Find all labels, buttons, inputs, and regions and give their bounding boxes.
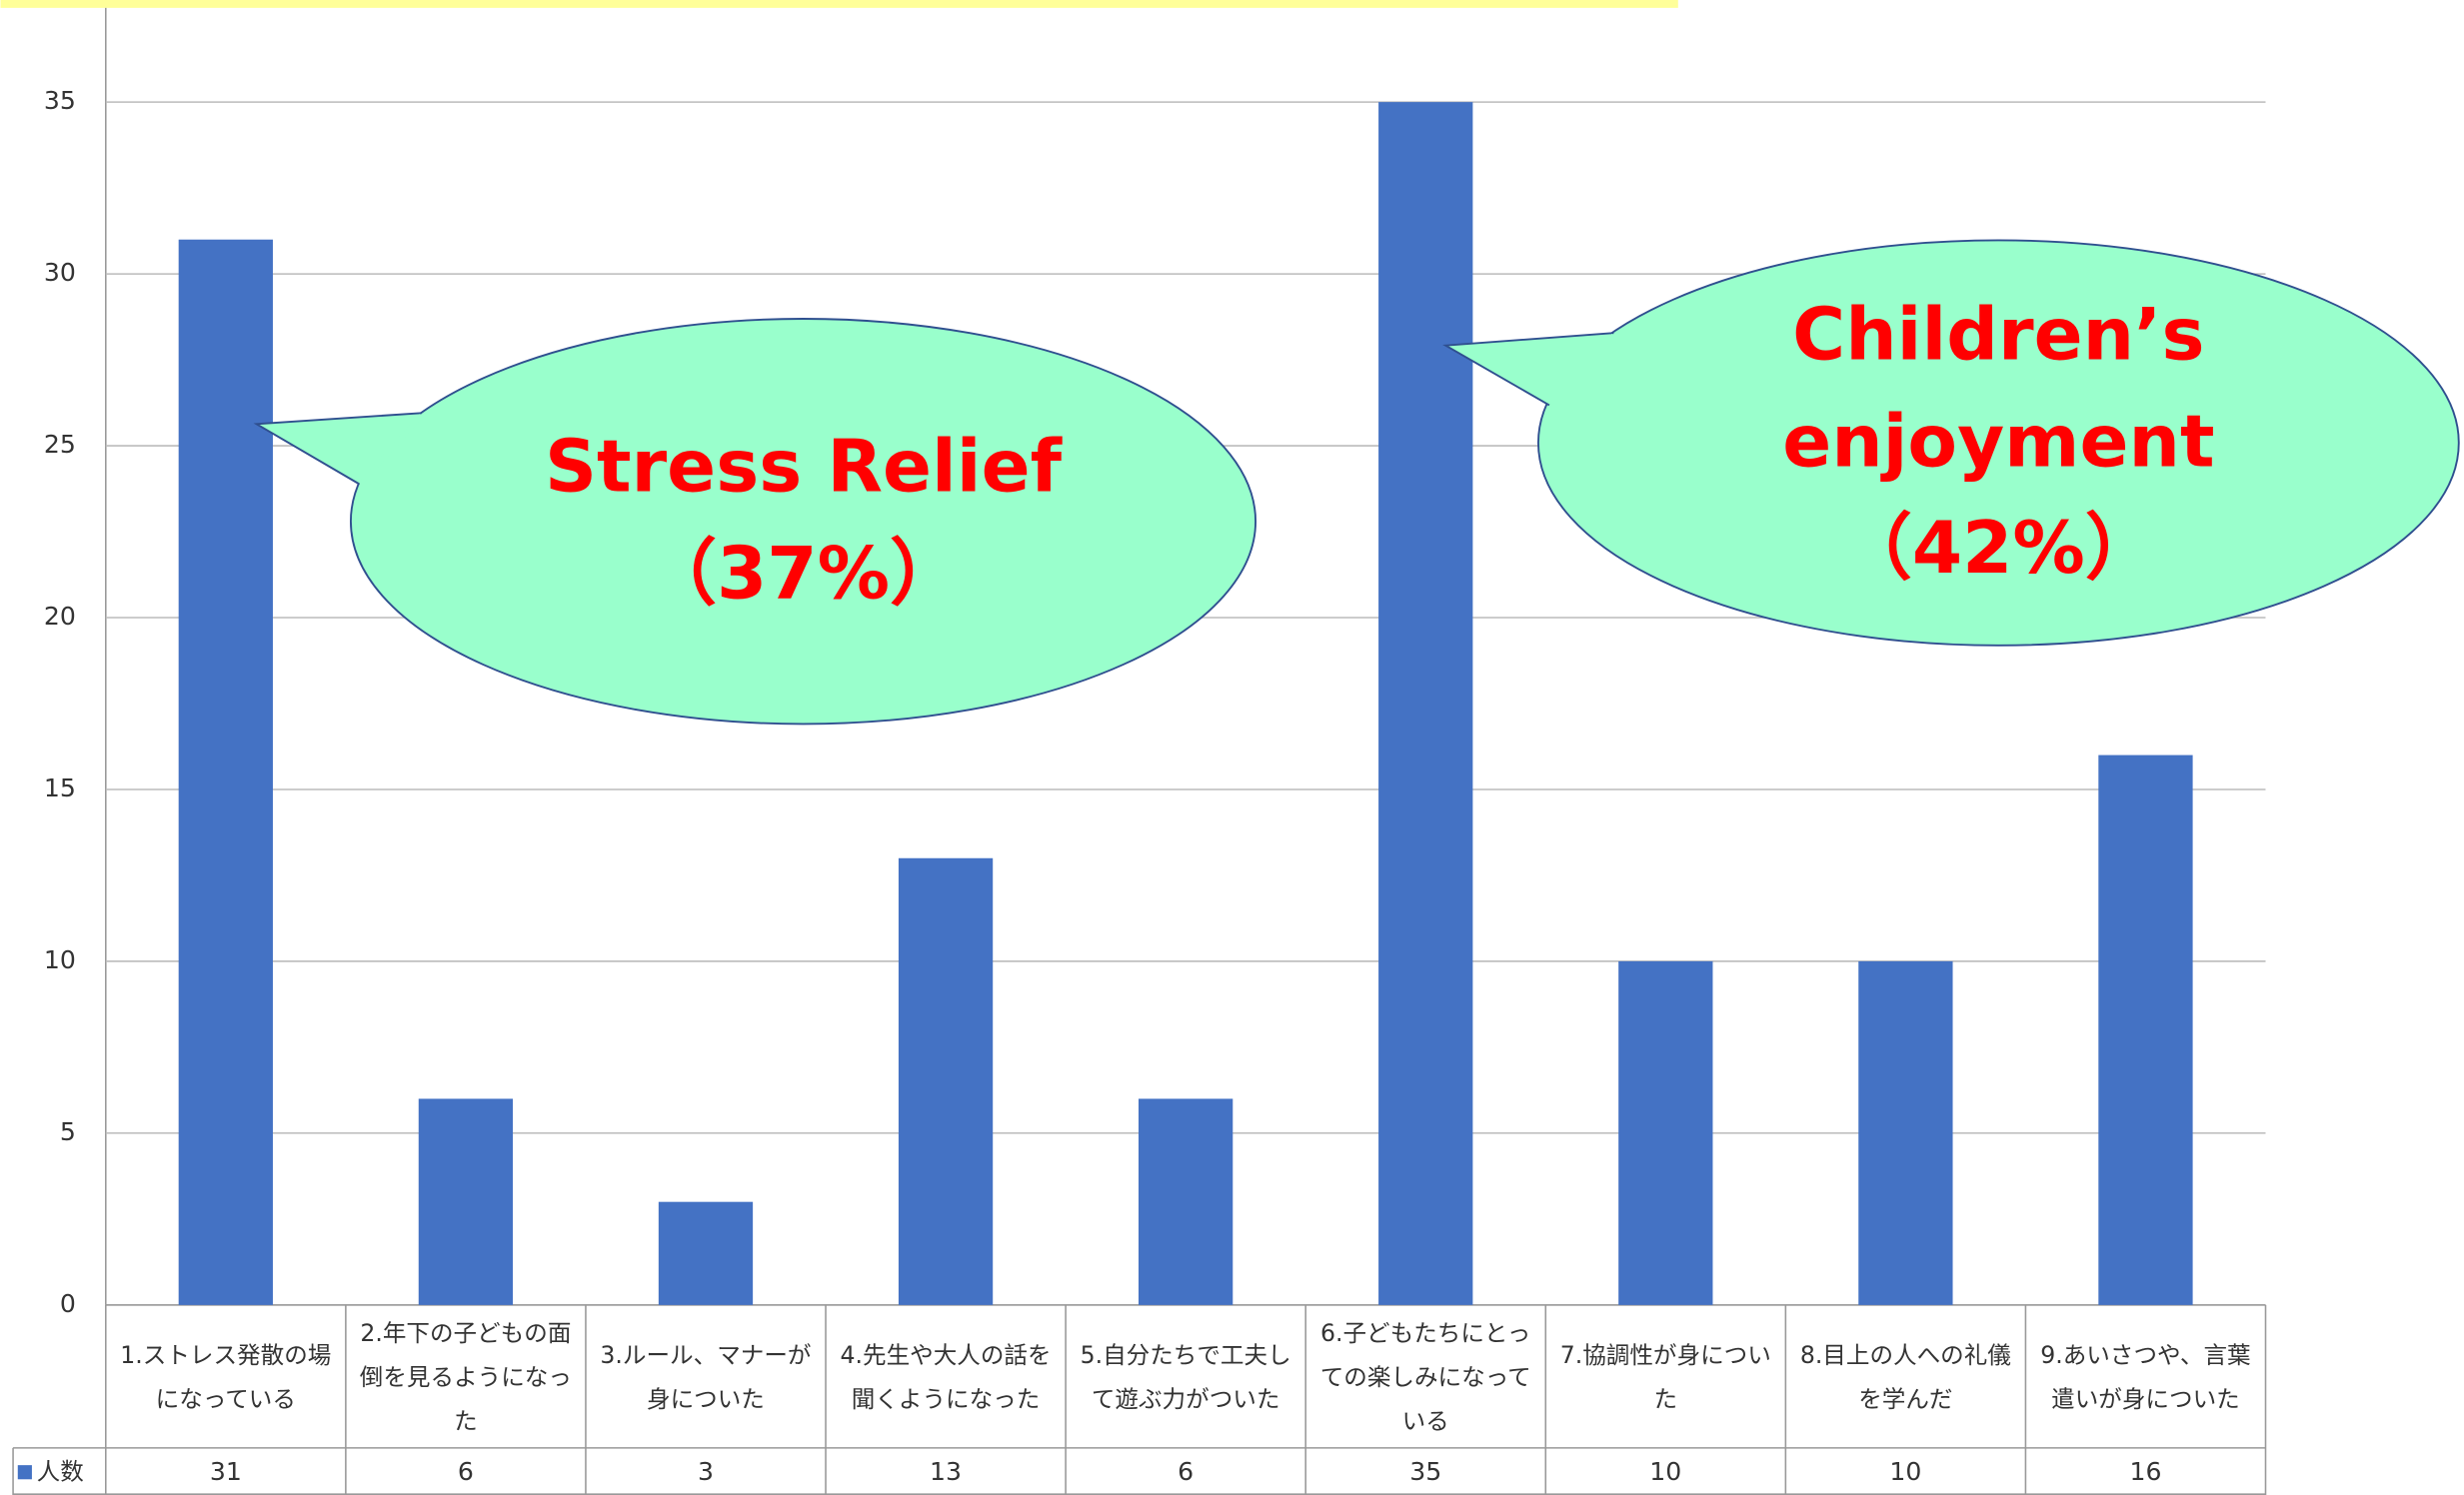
x-tick-label-box: 7.協調性が身についた: [1559, 1340, 1771, 1413]
bar: [2098, 754, 2193, 1305]
callout-joint: [1548, 333, 1616, 408]
callout-text: （37%）: [645, 532, 963, 616]
x-tick-label-box: 2.年下の子どもの面倒を見るようになった: [359, 1318, 572, 1435]
legend-label: 人数: [13, 1448, 106, 1495]
bar: [178, 239, 273, 1305]
legend-label-box: 人数: [13, 1448, 106, 1495]
callout-joint: [358, 414, 424, 486]
x-tick-label: 9.あいさつや、言葉遣いが身についた: [2040, 1340, 2251, 1413]
y-tick-label: 35: [44, 86, 76, 115]
callout-pointer: [253, 412, 422, 485]
bar: [1139, 1098, 1233, 1305]
y-tick-label: 10: [44, 945, 76, 974]
legend-swatch: [17, 1464, 32, 1479]
x-tick-label-box: 1.ストレス発散の場になっている: [120, 1340, 332, 1413]
x-tick-label: 7.協調性が身についた: [1559, 1340, 1771, 1413]
table-value: 13: [930, 1457, 962, 1486]
table-value: 6: [1178, 1457, 1194, 1486]
y-tick-label: 0: [60, 1289, 76, 1318]
y-tick-label: 25: [44, 430, 76, 459]
bar: [658, 1201, 754, 1305]
x-tick-label-box: 5.自分たちで工夫して遊ぶ力がついた: [1080, 1340, 1291, 1413]
x-tick-label: 8.目上の人への礼儀を学んだ: [1799, 1340, 2011, 1413]
table-value: 6: [458, 1457, 474, 1486]
y-tick-label: 5: [60, 1117, 76, 1146]
table-value: 16: [2129, 1457, 2161, 1486]
y-tick-label: 15: [44, 773, 76, 802]
y-tick-label: 20: [44, 602, 76, 631]
bar: [1858, 960, 1953, 1305]
bar: [418, 1098, 514, 1305]
x-tick-label-box: 9.あいさつや、言葉遣いが身についた: [2040, 1340, 2251, 1413]
x-tick-label: 5.自分たちで工夫して遊ぶ力がついた: [1080, 1340, 1291, 1413]
y-tick-label: 30: [44, 258, 76, 287]
bar: [1618, 960, 1713, 1305]
callout-text: Children’s: [1792, 293, 2204, 377]
highlight-strip: [0, 0, 1678, 8]
x-tick-label: 3.ルール、マナーが身についた: [600, 1340, 812, 1413]
x-tick-label-box: 4.先生や大人の話を聞くようになった: [840, 1340, 1052, 1413]
x-tick-label: 1.ストレス発散の場になっている: [120, 1340, 332, 1413]
table-value: 35: [1409, 1457, 1441, 1486]
x-tick-label: 2.年下の子どもの面倒を見るようになった: [359, 1318, 572, 1435]
x-tick-label-box: 8.目上の人への礼儀を学んだ: [1799, 1340, 2011, 1413]
table-value: 10: [1649, 1457, 1681, 1486]
table-value: 3: [698, 1457, 714, 1486]
callout-text: enjoyment: [1782, 400, 2214, 484]
callout-text: （42%）: [1840, 507, 2158, 591]
x-tick-label-box: 3.ルール、マナーが身についた: [600, 1340, 812, 1413]
table-value: 10: [1889, 1457, 1921, 1486]
x-tick-label: 4.先生や大人の話を聞くようになった: [840, 1340, 1052, 1413]
x-tick-label-box: 6.子どもたちにとっての楽しみになっている: [1319, 1318, 1531, 1435]
callout-bubble: [349, 318, 1257, 726]
x-tick-label: 6.子どもたちにとっての楽しみになっている: [1319, 1318, 1531, 1435]
table-value: 31: [210, 1457, 242, 1486]
bar: [898, 857, 994, 1305]
callout-bubble: [1536, 239, 2460, 647]
callout-pointer: [1442, 332, 1614, 407]
bar: [1378, 102, 1473, 1305]
callout-text: Stress Relief: [545, 425, 1064, 509]
